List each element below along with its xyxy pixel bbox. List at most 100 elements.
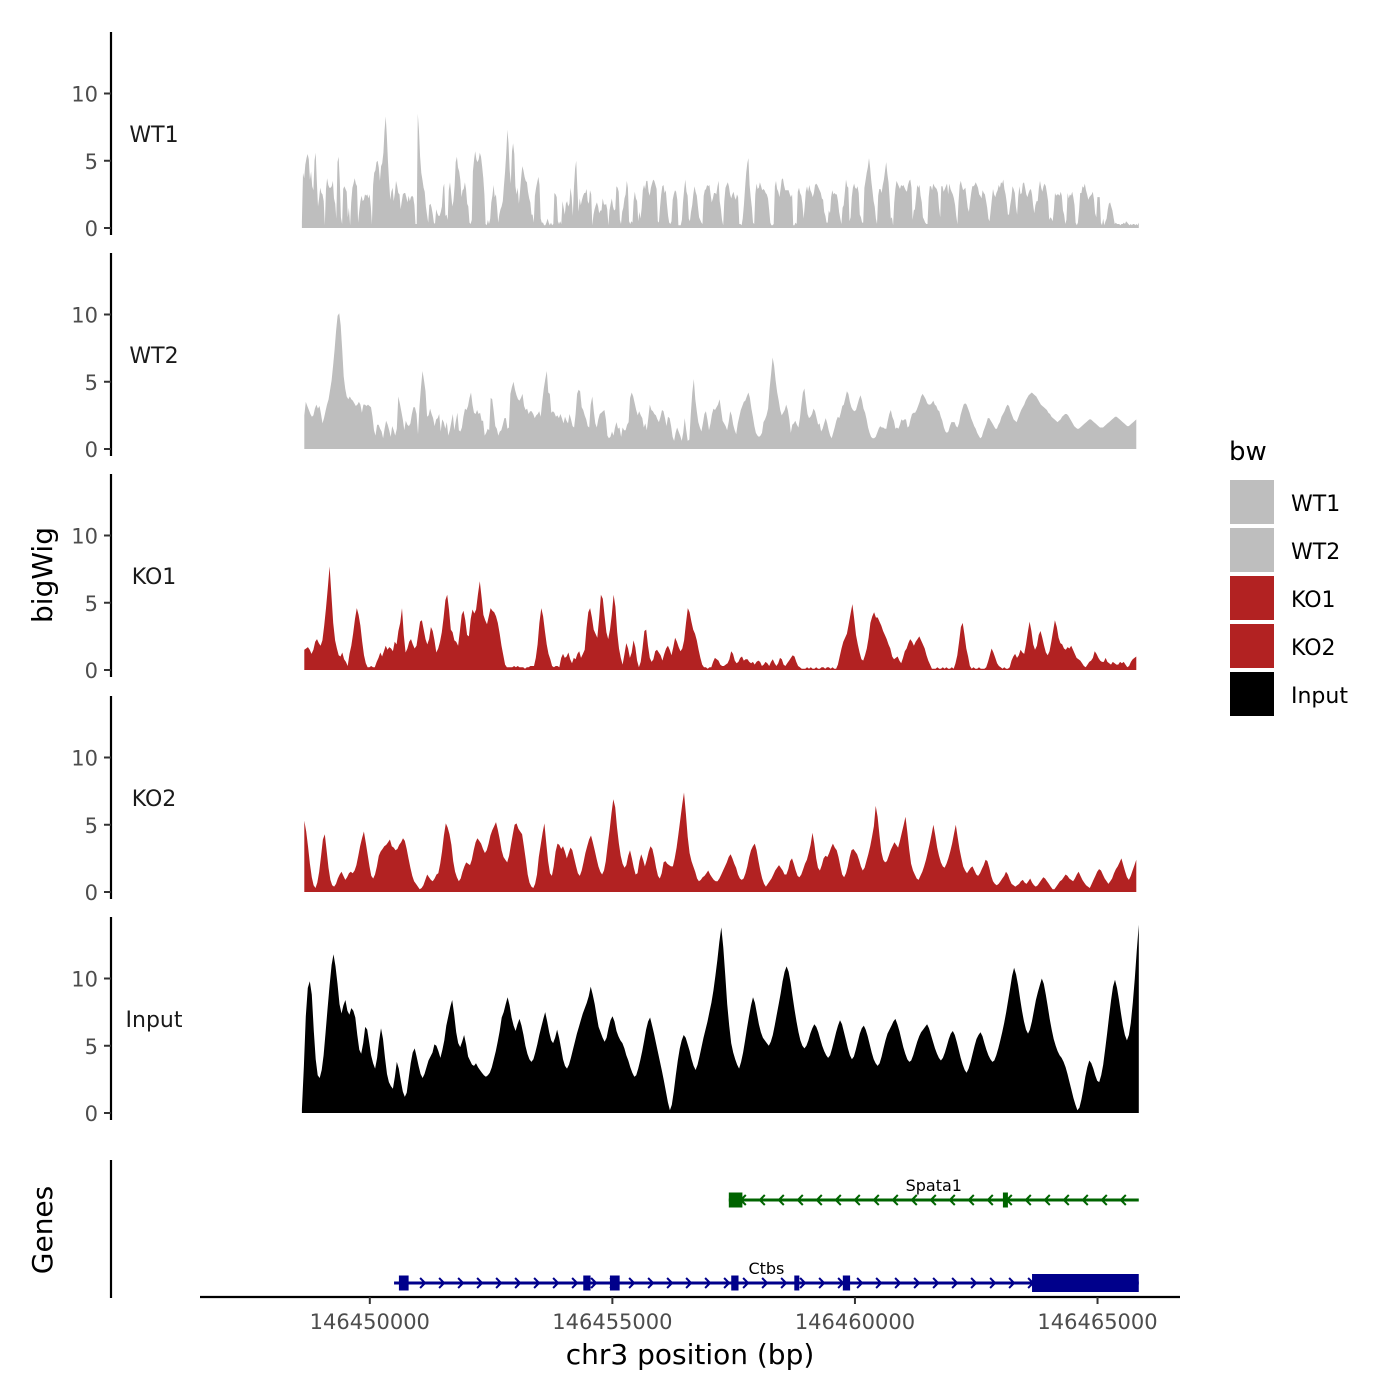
strand-arrow-icon — [495, 1277, 503, 1289]
coverage-area-ko2 — [304, 792, 1137, 892]
strand-arrow-icon — [533, 1277, 541, 1289]
strand-arrow-icon — [1043, 1194, 1051, 1206]
strand-arrow-icon — [419, 1277, 427, 1289]
coverage-area-wt2 — [304, 313, 1137, 449]
y-tick-label: 10 — [71, 968, 98, 992]
strand-arrow-icon — [704, 1277, 712, 1289]
y-tick-label: 5 — [85, 592, 98, 616]
y-tick-label: 5 — [85, 371, 98, 395]
exon-block — [728, 1192, 743, 1208]
strand-arrow-icon — [799, 1277, 807, 1289]
y-tick-label: 5 — [85, 814, 98, 838]
track-label-input: Input — [126, 1008, 183, 1033]
y-tick-label: 0 — [85, 217, 98, 241]
exon-block — [731, 1275, 739, 1291]
strand-arrow-icon — [761, 1277, 769, 1289]
strand-arrow-icon — [1081, 1194, 1089, 1206]
strand-arrow-icon — [834, 1194, 842, 1206]
legend-label-wt2: WT2 — [1291, 540, 1340, 565]
coverage-tracks — [301, 113, 1139, 1113]
strand-arrow-icon — [758, 1194, 766, 1206]
strand-arrow-icon — [986, 1194, 994, 1206]
strand-arrow-icon — [476, 1277, 484, 1289]
y-tick-label: 10 — [71, 747, 98, 771]
strand-arrow-icon — [777, 1194, 785, 1206]
strand-arrow-icon — [1119, 1194, 1127, 1206]
exon-block — [1032, 1274, 1139, 1292]
strand-arrow-icon — [948, 1194, 956, 1206]
y-tick-label: 10 — [71, 525, 98, 549]
strand-arrow-icon — [1008, 1277, 1016, 1289]
strand-arrow-icon — [929, 1194, 937, 1206]
y-tick-label: 0 — [85, 1102, 98, 1126]
y-tick-label: 5 — [85, 150, 98, 174]
strand-arrow-icon — [951, 1277, 959, 1289]
strand-arrow-icon — [970, 1277, 978, 1289]
strand-arrow-icon — [853, 1194, 861, 1206]
legend-label-wt1: WT1 — [1291, 492, 1340, 517]
strand-arrow-icon — [628, 1277, 636, 1289]
genes-axis-title: Genes — [26, 1186, 59, 1274]
strand-arrow-icon — [913, 1277, 921, 1289]
x-axis-title: chr3 position (bp) — [566, 1338, 815, 1371]
strand-arrow-icon — [875, 1277, 883, 1289]
legend-label-ko2: KO2 — [1291, 636, 1336, 661]
strand-arrow-icon — [552, 1277, 560, 1289]
track-label-ko1: KO1 — [132, 565, 177, 590]
strand-arrow-icon — [590, 1277, 598, 1289]
legend-label-ko1: KO1 — [1291, 588, 1336, 613]
exon-block — [1002, 1192, 1008, 1208]
strand-arrow-icon — [967, 1194, 975, 1206]
strand-arrow-icon — [438, 1277, 446, 1289]
strand-arrow-icon — [815, 1194, 823, 1206]
coverage-area-ko1 — [304, 566, 1137, 670]
strand-arrow-icon — [571, 1277, 579, 1289]
strand-arrow-icon — [1024, 1194, 1032, 1206]
x-tick-label: 146460000 — [795, 1310, 915, 1334]
strand-arrow-icon — [1062, 1194, 1070, 1206]
y-tick-label: 0 — [85, 438, 98, 462]
strand-arrow-icon — [685, 1277, 693, 1289]
gene-annotation-track: Spata1 Ctbs — [394, 1176, 1139, 1292]
legend-swatch-ko1 — [1230, 576, 1274, 620]
exon-block — [842, 1275, 851, 1291]
track-label-ko2: KO2 — [132, 787, 177, 812]
strand-arrow-icon — [796, 1194, 804, 1206]
strand-arrow-icon — [872, 1194, 880, 1206]
y-tick-label: 0 — [85, 881, 98, 905]
y-tick-label: 10 — [71, 83, 98, 107]
strand-arrow-icon — [742, 1277, 750, 1289]
strand-arrow-icon — [989, 1277, 997, 1289]
x-tick-label: 146455000 — [552, 1310, 672, 1334]
strand-arrow-icon — [910, 1194, 918, 1206]
strand-arrow-icon — [891, 1194, 899, 1206]
y-tick-label: 0 — [85, 659, 98, 683]
track-label-wt2: WT2 — [129, 344, 178, 369]
gene-label-spata1: Spata1 — [906, 1176, 962, 1195]
strand-arrow-icon — [1100, 1194, 1108, 1206]
exon-block — [794, 1275, 800, 1291]
coverage-area-input — [301, 924, 1139, 1113]
strand-arrow-icon — [856, 1277, 864, 1289]
x-tick-label: 146450000 — [310, 1310, 430, 1334]
y-tick-label: 5 — [85, 1035, 98, 1059]
strand-arrow-icon — [932, 1277, 940, 1289]
y-axis-title: bigWig — [26, 527, 59, 623]
strand-arrow-icon — [780, 1277, 788, 1289]
exon-block — [583, 1275, 591, 1291]
strand-arrow-icon — [894, 1277, 902, 1289]
axes: 0 5 10 WT1 0 5 10 WT2 0 5 10 KO1 0 5 10 KO2 0 5 10 Input 146… — [71, 32, 1180, 1334]
legend: WT1 WT2 KO1 KO2 Input — [1230, 480, 1348, 716]
legend-swatch-wt1 — [1230, 480, 1274, 524]
legend-swatch-input — [1230, 672, 1274, 716]
strand-arrow-icon — [647, 1277, 655, 1289]
x-tick-label: 146465000 — [1037, 1310, 1157, 1334]
exon-block — [398, 1275, 409, 1291]
coverage-area-wt1 — [301, 113, 1139, 228]
legend-swatch-wt2 — [1230, 528, 1274, 572]
legend-swatch-ko2 — [1230, 624, 1274, 668]
gene-label-ctbs: Ctbs — [748, 1259, 784, 1278]
strand-arrow-icon — [457, 1277, 465, 1289]
y-tick-label: 10 — [71, 304, 98, 328]
